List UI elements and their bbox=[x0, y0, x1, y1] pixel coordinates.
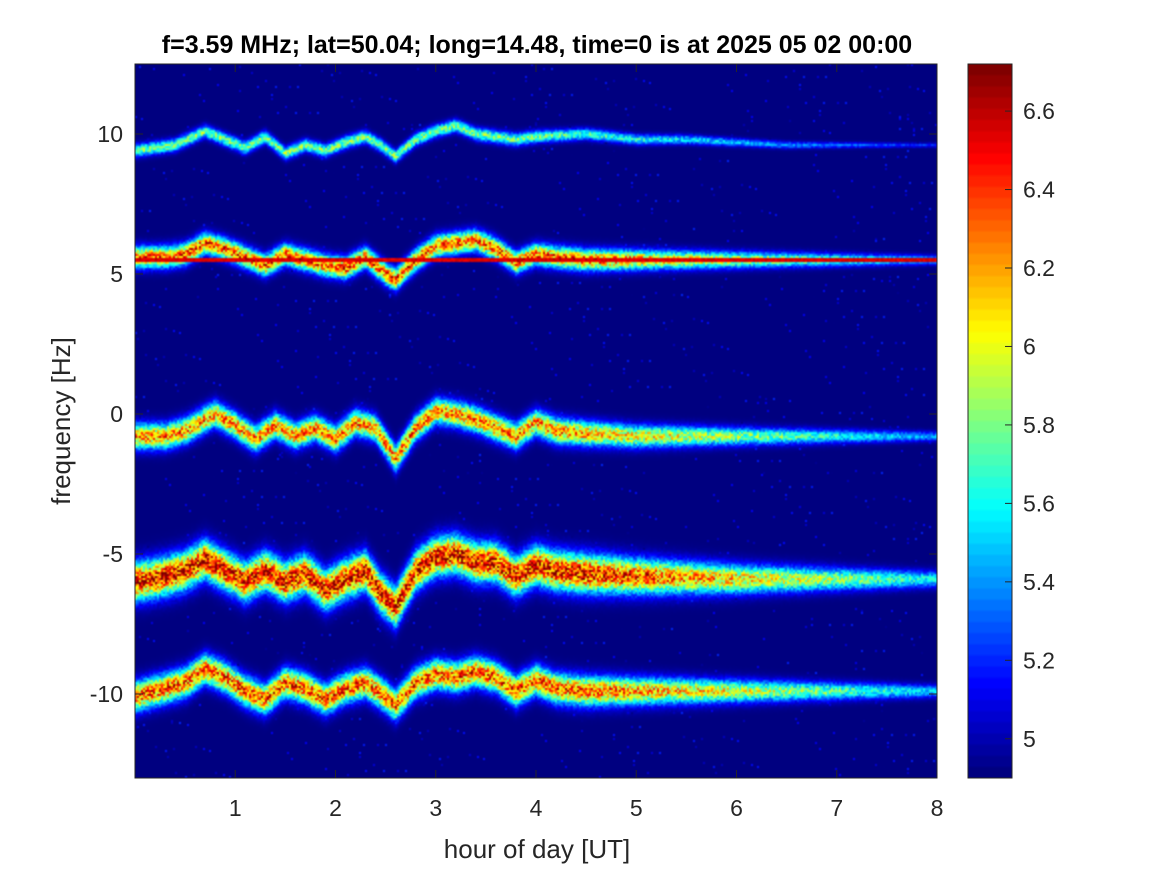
colorbar-tick-label: 6.2 bbox=[1023, 255, 1055, 281]
colorbar-gradient bbox=[968, 64, 1012, 778]
colorbar-tick-label: 6.6 bbox=[1023, 98, 1055, 124]
colorbar-tick-label: 5 bbox=[1023, 726, 1036, 752]
x-tick-label: 7 bbox=[830, 795, 843, 821]
colorbar-tick-label: 5.2 bbox=[1023, 647, 1055, 673]
colorbar-tick-label: 5.4 bbox=[1023, 569, 1055, 595]
colorbar-frame bbox=[967, 63, 1013, 779]
x-tick-label: 1 bbox=[229, 795, 242, 821]
y-tick-label: -5 bbox=[103, 541, 123, 567]
y-tick-label: 10 bbox=[97, 121, 123, 147]
colorbar-tick-label: 5.8 bbox=[1023, 412, 1055, 438]
chart-title: f=3.59 MHz; lat=50.04; long=14.48, time=… bbox=[162, 31, 912, 59]
spectrogram-image bbox=[135, 64, 937, 778]
plot-area bbox=[134, 63, 938, 779]
x-axis-label: hour of day [UT] bbox=[444, 834, 630, 864]
colorbar-ticks: 5 5.2 5.4 5.6 5.8 6 6.2 6.4 6.6 bbox=[1005, 98, 1055, 752]
colorbar: 5 5.2 5.4 5.6 5.8 6 6.2 6.4 6.6 bbox=[967, 63, 1055, 779]
colorbar-tick-label: 5.6 bbox=[1023, 490, 1055, 516]
y-tick-label: -10 bbox=[90, 681, 123, 707]
x-tick-label: 4 bbox=[530, 795, 543, 821]
y-axis-label: frequency [Hz] bbox=[46, 337, 76, 505]
colorbar-tick-label: 6 bbox=[1023, 333, 1036, 359]
x-axis: 1 2 3 4 5 6 7 8 bbox=[229, 64, 944, 821]
x-tick-label: 3 bbox=[429, 795, 442, 821]
colorbar-tick-label: 6.4 bbox=[1023, 177, 1055, 203]
x-tick-label: 2 bbox=[329, 795, 342, 821]
x-tick-label: 5 bbox=[630, 795, 643, 821]
y-tick-label: 5 bbox=[110, 261, 123, 287]
y-tick-label: 0 bbox=[110, 401, 123, 427]
x-tick-label: 8 bbox=[931, 795, 944, 821]
y-axis: -10 -5 0 5 10 bbox=[90, 121, 937, 707]
x-tick-label: 6 bbox=[730, 795, 743, 821]
